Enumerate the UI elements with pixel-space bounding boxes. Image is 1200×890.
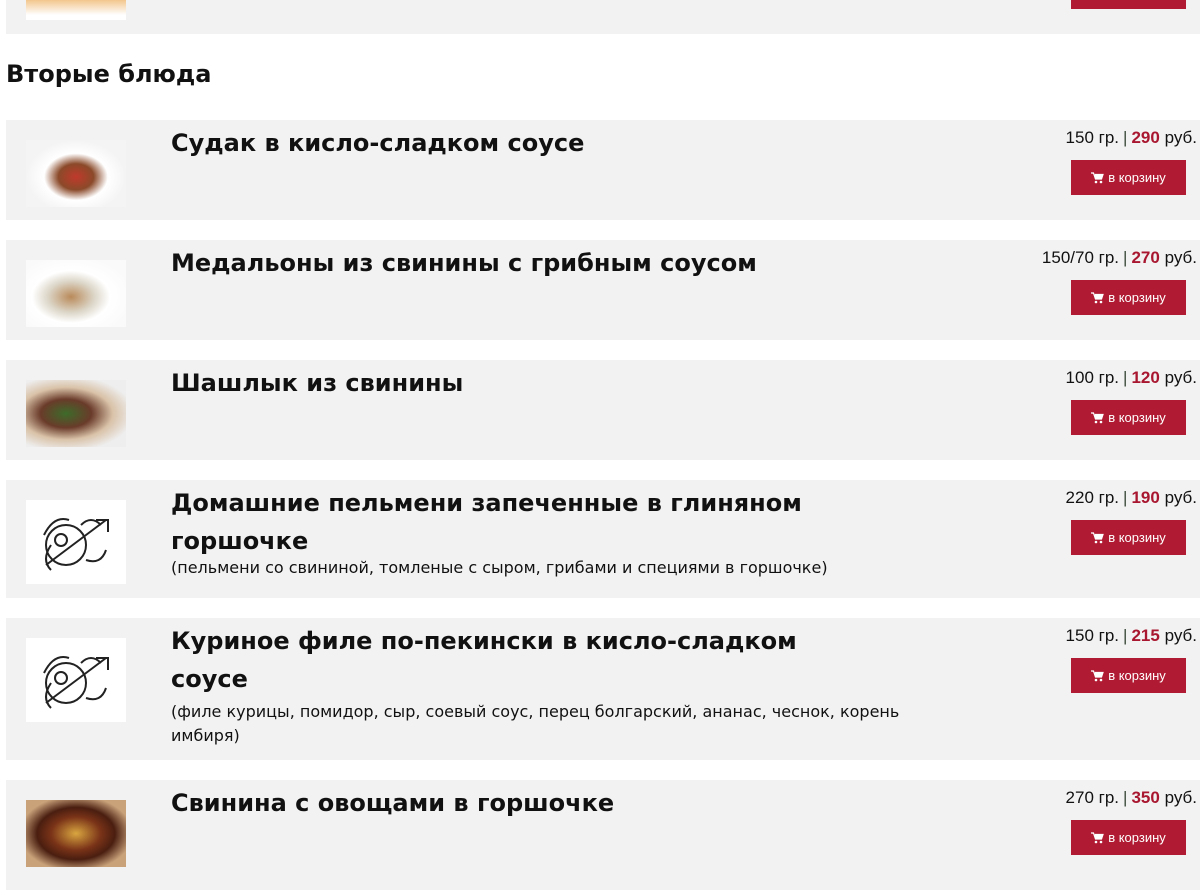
price-line: 150 гр. | 215 руб. — [1066, 626, 1197, 646]
weight-unit: гр. — [1098, 128, 1120, 147]
separator: | — [1123, 368, 1128, 387]
menu-item: Куриное филе по-пекински в кисло-сладком… — [6, 618, 1200, 760]
add-to-cart-label: в корзину — [1108, 830, 1166, 845]
separator: | — [1123, 626, 1128, 645]
dish-photo — [26, 0, 126, 20]
currency: руб. — [1164, 248, 1197, 267]
add-to-cart-button[interactable]: в корзину — [1071, 658, 1186, 693]
weight: 270 — [1065, 788, 1094, 807]
add-to-cart-button[interactable]: в корзину — [1071, 160, 1186, 195]
weight-unit: гр. — [1098, 248, 1120, 267]
price-line: 220 гр. | 190 руб. — [1066, 488, 1197, 508]
cart-icon — [1091, 531, 1105, 543]
price: 215 — [1131, 626, 1160, 645]
currency: руб. — [1164, 788, 1197, 807]
menu-item: Шашлык из свинины 100 гр. | 120 руб. в кор… — [6, 360, 1200, 460]
price-line: 270 гр. | 350 руб. — [1066, 788, 1197, 808]
weight: 100 — [1065, 368, 1094, 387]
cart-icon — [1091, 669, 1105, 681]
separator: | — [1123, 488, 1128, 507]
price: 120 — [1131, 368, 1160, 387]
menu-item: Свинина с овощами в горшочке 270 гр. | 350… — [6, 780, 1200, 890]
add-to-cart-label: в корзину — [1108, 170, 1166, 185]
price: 290 — [1131, 128, 1160, 147]
cart-icon — [1091, 411, 1105, 423]
emblem-image[interactable] — [26, 638, 126, 722]
separator: | — [1123, 128, 1128, 147]
dish-title[interactable]: Шашлык из свинины — [171, 369, 464, 397]
dish-photo[interactable] — [26, 380, 126, 447]
add-to-cart-button[interactable]: в корзину — [1071, 520, 1186, 555]
add-to-cart-label: в корзину — [1108, 410, 1166, 425]
dish-title[interactable]: Домашние пельмени запеченные в глиняном … — [171, 489, 802, 555]
menu-item-partial — [6, 0, 1200, 34]
currency: руб. — [1164, 488, 1197, 507]
price: 350 — [1131, 788, 1160, 807]
dish-title[interactable]: Свинина с овощами в горшочке — [171, 789, 615, 817]
menu-item: Судак в кисло-сладком соусе 150 гр. | 290 … — [6, 120, 1200, 220]
dish-description: (филе курицы, помидор, сыр, соевый соус,… — [171, 702, 900, 745]
add-to-cart-button[interactable]: в корзину — [1071, 400, 1186, 435]
add-to-cart-label: в корзину — [1108, 290, 1166, 305]
dish-photo[interactable] — [26, 140, 126, 207]
currency: руб. — [1164, 128, 1197, 147]
weight: 220 — [1065, 488, 1094, 507]
cart-icon — [1091, 831, 1105, 843]
dish-title[interactable]: Судак в кисло-сладком соусе — [171, 129, 585, 157]
dish-title[interactable]: Медальоны из свинины с грибным соусом — [171, 249, 757, 277]
separator: | — [1123, 248, 1128, 267]
price: 270 — [1131, 248, 1160, 267]
dish-photo[interactable] — [26, 260, 126, 327]
dish-title[interactable]: Куриное филе по-пекински в кисло-сладком… — [171, 627, 797, 693]
weight: 150/70 — [1041, 248, 1094, 267]
weight-unit: гр. — [1098, 368, 1120, 387]
add-to-cart-label: в корзину — [1108, 530, 1166, 545]
weight: 150 — [1065, 626, 1094, 645]
price-line: 150 гр. | 290 руб. — [1066, 128, 1197, 148]
section-title: Вторые блюда — [6, 60, 212, 88]
add-to-cart-button[interactable]: в корзину — [1071, 820, 1186, 855]
cart-icon — [1091, 171, 1105, 183]
currency: руб. — [1164, 368, 1197, 387]
emblem-image[interactable] — [26, 500, 126, 584]
dish-photo[interactable] — [26, 800, 126, 867]
currency: руб. — [1164, 626, 1197, 645]
price-line: 150/70 гр. | 270 руб. — [1042, 248, 1197, 268]
add-to-cart-label: в корзину — [1108, 668, 1166, 683]
menu-item: Домашние пельмени запеченные в глиняном … — [6, 480, 1200, 598]
separator: | — [1123, 788, 1128, 807]
price-line: 100 гр. | 120 руб. — [1066, 368, 1197, 388]
weight-unit: гр. — [1098, 626, 1120, 645]
price: 190 — [1131, 488, 1160, 507]
cart-icon — [1091, 291, 1105, 303]
menu-item: Медальоны из свинины с грибным соусом 15… — [6, 240, 1200, 340]
weight: 150 — [1065, 128, 1094, 147]
weight-unit: гр. — [1098, 788, 1120, 807]
add-to-cart-button[interactable]: в корзину — [1071, 280, 1186, 315]
weight-unit: гр. — [1098, 488, 1120, 507]
dish-description: (пельмени со свининой, томленые с сыром,… — [171, 558, 828, 577]
add-to-cart-button[interactable] — [1071, 0, 1186, 9]
